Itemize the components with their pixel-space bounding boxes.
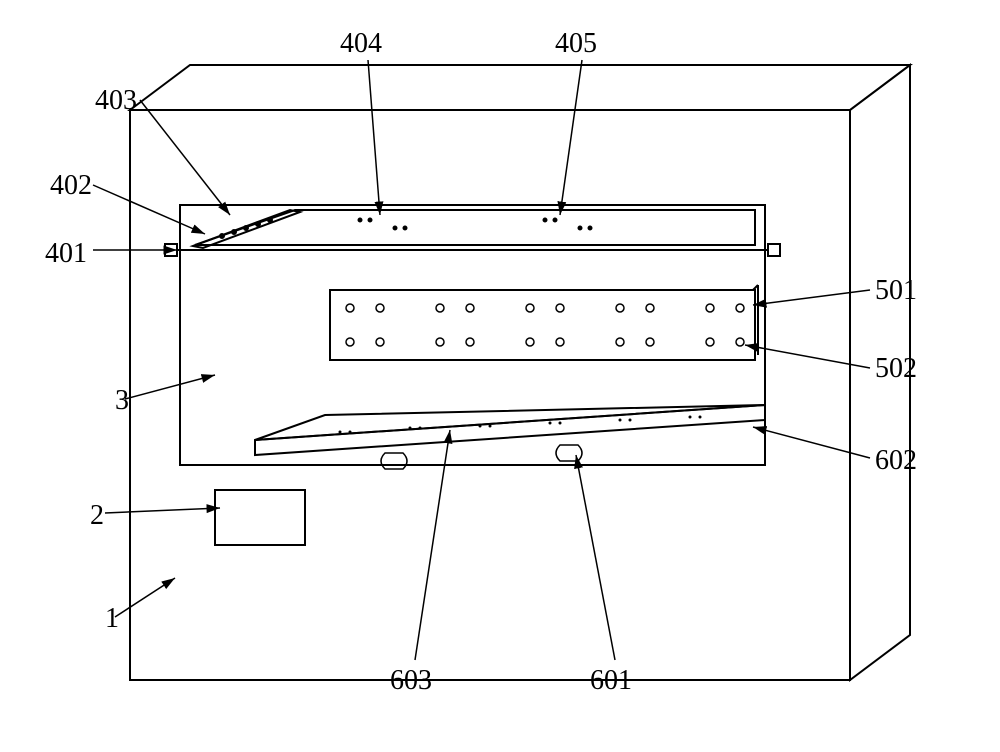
label-501: 501 bbox=[875, 275, 917, 307]
top-plate-group bbox=[165, 210, 780, 256]
label-1: 1 bbox=[105, 603, 119, 635]
small-panel bbox=[215, 490, 305, 545]
label-405: 405 bbox=[555, 28, 597, 60]
label-403: 403 bbox=[95, 85, 137, 117]
label-602: 602 bbox=[875, 445, 917, 477]
label-2: 2 bbox=[90, 500, 104, 532]
middle-panel bbox=[330, 285, 758, 360]
label-402: 402 bbox=[50, 170, 92, 202]
label-3: 3 bbox=[115, 385, 129, 417]
bottom-plate bbox=[255, 405, 765, 469]
cabinet-body bbox=[130, 65, 910, 680]
diagram-container: 404 405 403 402 401 3 2 1 501 502 602 60… bbox=[0, 0, 1000, 752]
label-401: 401 bbox=[45, 238, 87, 270]
label-601: 601 bbox=[590, 665, 632, 697]
diagram-svg bbox=[0, 0, 1000, 752]
label-603: 603 bbox=[390, 665, 432, 697]
label-404: 404 bbox=[340, 28, 382, 60]
label-502: 502 bbox=[875, 353, 917, 385]
